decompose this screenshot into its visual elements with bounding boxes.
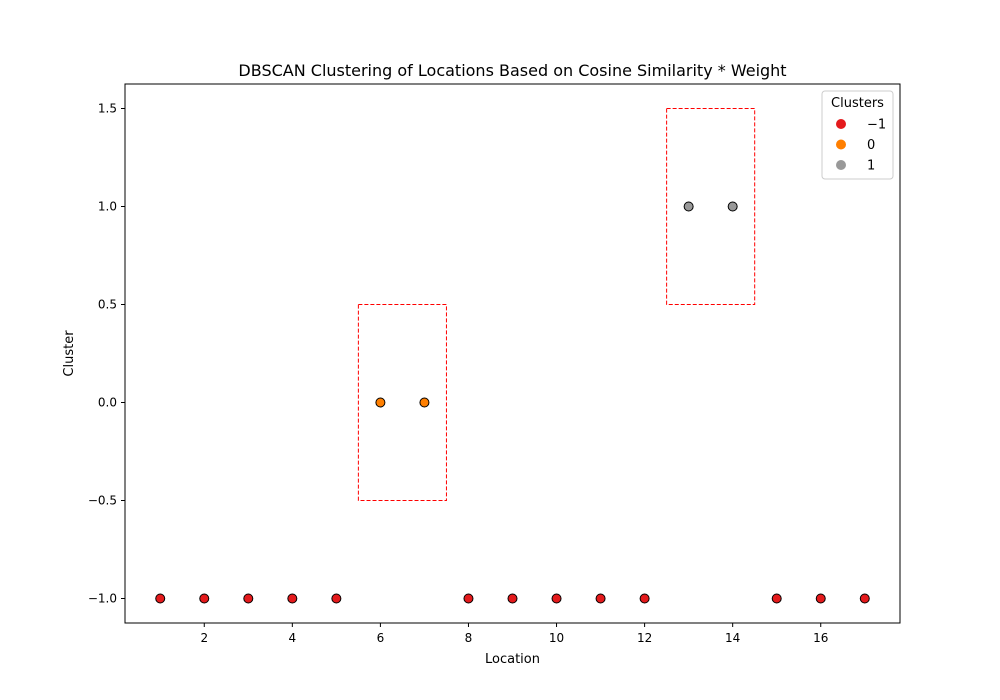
- y-tick-label: 0.0: [98, 396, 117, 410]
- legend-label: 1: [867, 159, 875, 174]
- data-point: [331, 593, 342, 604]
- x-axis-label: Location: [485, 652, 540, 667]
- legend-marker: [836, 160, 846, 170]
- data-point: [551, 593, 562, 604]
- x-tick-label: 10: [549, 631, 564, 645]
- legend-box: [821, 90, 894, 180]
- data-point: [727, 201, 738, 212]
- plot-frame: [124, 83, 901, 624]
- data-point: [639, 593, 650, 604]
- legend-marker: [836, 139, 846, 150]
- y-tick-label: 0.5: [98, 298, 117, 312]
- data-point: [771, 593, 782, 604]
- legend-title: Clusters: [831, 96, 884, 111]
- y-tick-label: 1.0: [98, 200, 117, 214]
- cluster-highlight-box: [666, 108, 756, 305]
- y-tick-label: −1.0: [88, 592, 117, 606]
- x-tick-label: 12: [637, 631, 652, 645]
- cluster-highlight-box: [357, 304, 447, 501]
- x-tick-label: 6: [377, 631, 385, 645]
- legend-entries: −1 0 1: [836, 118, 886, 174]
- y-tick-label: 1.5: [98, 102, 117, 116]
- data-point: [815, 593, 826, 604]
- data-point: [463, 593, 474, 604]
- y-tick-label: −0.5: [88, 494, 117, 508]
- data-point: [595, 593, 606, 604]
- data-point: [419, 397, 430, 408]
- chart-title: DBSCAN Clustering of Locations Based on …: [238, 61, 786, 80]
- y-axis-label: Cluster: [62, 330, 77, 377]
- data-point: [375, 397, 386, 408]
- legend: Clusters −1 0 1: [821, 90, 894, 180]
- data-point: [859, 593, 870, 604]
- data-point: [199, 593, 210, 604]
- x-tick-label: 2: [200, 631, 208, 645]
- data-point: [243, 593, 254, 604]
- x-tick-label: 16: [813, 631, 828, 645]
- legend-label: 0: [867, 138, 875, 153]
- x-axis: 2 4 6 8 10 12 14 16: [200, 623, 828, 645]
- legend-marker: [836, 119, 846, 129]
- data-point: [507, 593, 518, 604]
- points-layer: [155, 201, 870, 604]
- x-tick-label: 8: [465, 631, 473, 645]
- x-tick-label: 14: [725, 631, 740, 645]
- y-axis: −1.0 −0.5 0.0 0.5 1.0 1.5: [88, 102, 125, 606]
- annotations-layer: [357, 108, 756, 501]
- data-point: [155, 593, 166, 604]
- x-tick-label: 4: [289, 631, 297, 645]
- legend-label: −1: [867, 118, 886, 133]
- data-point: [287, 593, 298, 604]
- data-point: [683, 201, 694, 212]
